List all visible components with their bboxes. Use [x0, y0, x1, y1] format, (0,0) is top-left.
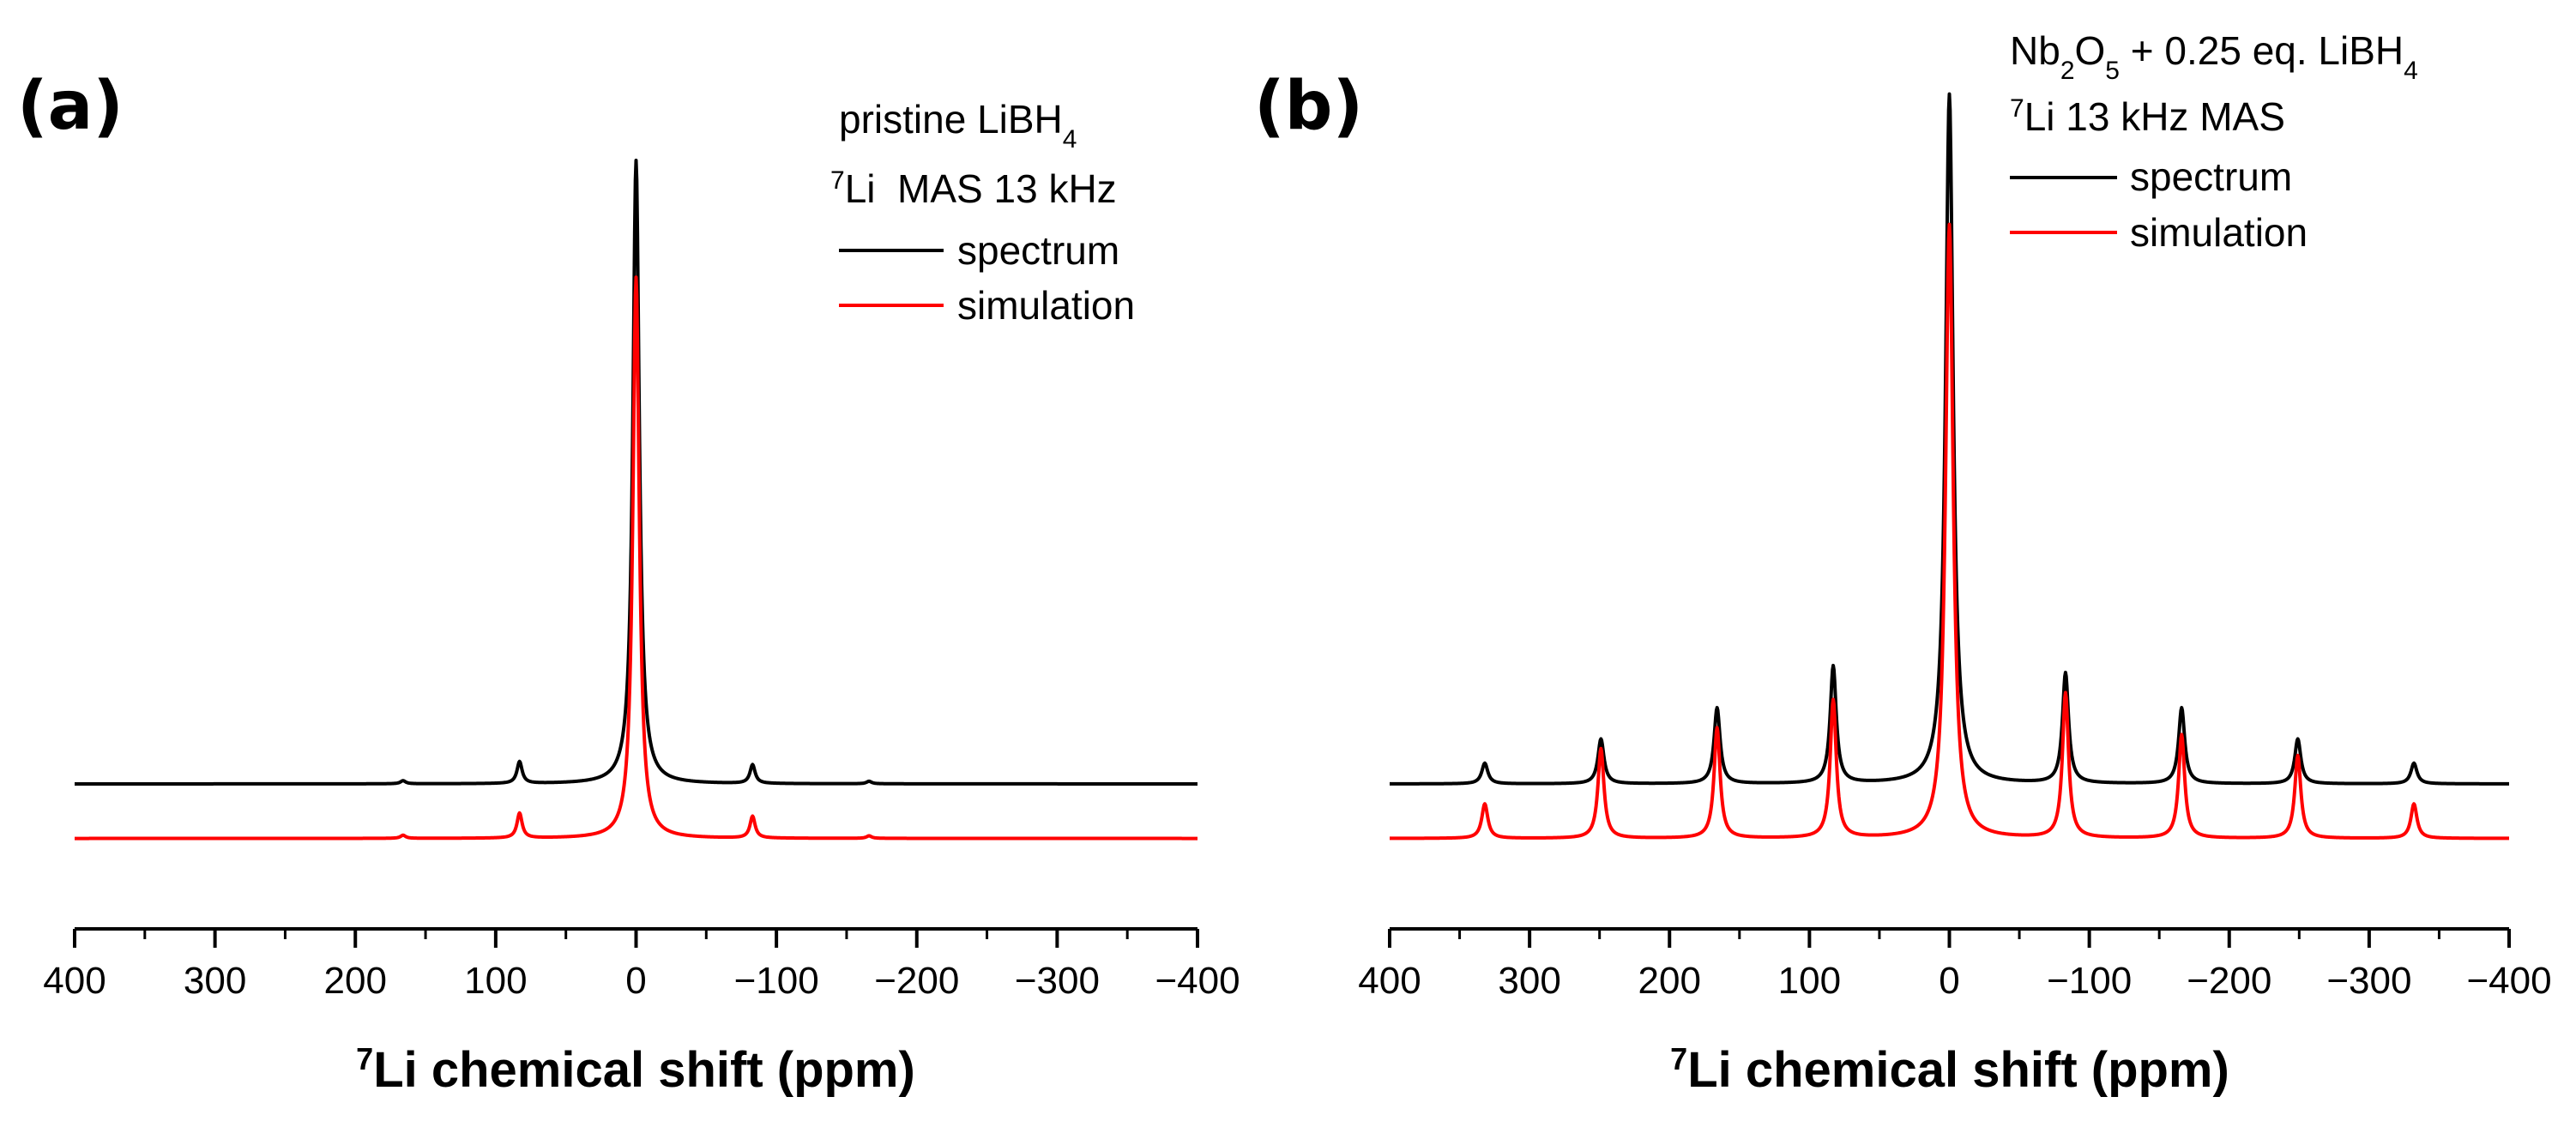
panel-a-xlabel: 7Li chemical shift (ppm)	[356, 1041, 915, 1099]
panel-b-xlabel-sup: 7	[1670, 1041, 1687, 1076]
panel-a-label: (a)	[17, 68, 124, 145]
panel-a-legend-title-line1: pristine LiBH4	[839, 97, 1077, 154]
panel-b-legend-title-p3: + 0.25 eq. LiBH	[2120, 28, 2404, 73]
panel-b-label: (b)	[1254, 68, 1363, 145]
panel-b-legend: Nb2O5 + 0.25 eq. LiBH4 7Li 13 kHz MAS sp…	[2010, 28, 2418, 255]
panel-b-tick-label-6: −200	[2187, 960, 2271, 1002]
panel-b-legend-title-line2-text: Li 13 kHz MAS	[2024, 94, 2285, 139]
panel-a-legend-title-line1-text: pristine LiBH	[839, 97, 1063, 142]
panel-a-legend-title-line1-sub: 4	[1063, 125, 1077, 154]
panel-b-series-simulation	[1388, 222, 2511, 841]
panel-a-tick-label-6: −200	[874, 960, 959, 1002]
panel-b-legend-title-s2: 5	[2105, 57, 2120, 85]
panel-a-legend-label-spectrum: spectrum	[957, 228, 1119, 273]
panel-b-tick-label-1: 300	[1498, 960, 1560, 1002]
panel-b-legend-title-p2: O	[2075, 28, 2106, 73]
panel-a-series-spectrum	[73, 158, 1199, 786]
panel-a-xlabel-text: Li chemical shift (ppm)	[373, 1042, 915, 1098]
panel-b-xlabel-text: Li chemical shift (ppm)	[1687, 1042, 2229, 1098]
panel-a-xlabel-sup: 7	[356, 1041, 373, 1076]
panel-b-xlabel: 7Li chemical shift (ppm)	[1670, 1041, 2229, 1099]
panel-b-legend-title-line2: 7Li 13 kHz MAS	[2010, 94, 2285, 140]
panel-b-tick-label-8: −400	[2466, 960, 2551, 1002]
panel-a-series-simulation	[73, 275, 1199, 841]
panel-b-ticks: 400 300 200 100 0 −100 −200 −300 −400	[1358, 929, 2552, 1002]
panel-b-tick-label-7: −300	[2326, 960, 2411, 1002]
panel-a-legend-title-line2-text: Li MAS 13 kHz	[845, 166, 1117, 211]
panel-b-tick-label-0: 400	[1358, 960, 1421, 1002]
panel-a-ticks: 400 300 200 100 0 −100 −200 −300 −400	[43, 929, 1240, 1002]
panel-a-tick-label-7: −300	[1015, 960, 1100, 1002]
panel-a: (a) 400 300 200 100 0 −100 −200 −300 −400 7Li ch…	[17, 68, 1240, 1098]
panel-a-tick-label-0: 400	[43, 960, 106, 1002]
panel-a-legend-label-simulation: simulation	[957, 283, 1135, 328]
panel-b-legend-label-simulation: simulation	[2130, 210, 2308, 255]
panel-a-tick-label-3: 100	[464, 960, 527, 1002]
panel-b-tick-label-4: 0	[1939, 960, 1959, 1002]
panel-a-tick-label-2: 200	[324, 960, 387, 1002]
panel-b-legend-title-s3: 4	[2404, 57, 2418, 85]
panel-b-legend-title-s1: 2	[2060, 57, 2075, 85]
panel-a-tick-label-5: −100	[734, 960, 819, 1002]
panel-b-legend-title-line2-sup: 7	[2010, 94, 2024, 123]
panel-b: (b) 400 300 200 100 0 −100 −200 −300 −400 7Li ch…	[1254, 28, 2552, 1098]
panel-a-legend-title-line2-sup: 7	[830, 166, 845, 195]
panel-b-legend-label-spectrum: spectrum	[2130, 154, 2292, 199]
panel-b-tick-label-5: −100	[2047, 960, 2132, 1002]
panel-b-series-spectrum	[1388, 92, 2511, 786]
panel-a-tick-label-1: 300	[184, 960, 246, 1002]
panel-a-legend: pristine LiBH4 7Li MAS 13 kHz spectrum s…	[830, 97, 1135, 328]
panel-a-tick-label-4: 0	[625, 960, 646, 1002]
panel-b-legend-title-p1: Nb	[2010, 28, 2060, 73]
panel-b-series	[1388, 92, 2511, 841]
panel-b-tick-label-3: 100	[1778, 960, 1841, 1002]
panel-b-legend-title-line1: Nb2O5 + 0.25 eq. LiBH4	[2010, 28, 2418, 85]
panel-b-tick-label-2: 200	[1638, 960, 1701, 1002]
panel-a-series	[73, 158, 1199, 841]
panel-a-legend-title-line2: 7Li MAS 13 kHz	[830, 166, 1117, 212]
panel-a-tick-label-8: −400	[1155, 960, 1240, 1002]
